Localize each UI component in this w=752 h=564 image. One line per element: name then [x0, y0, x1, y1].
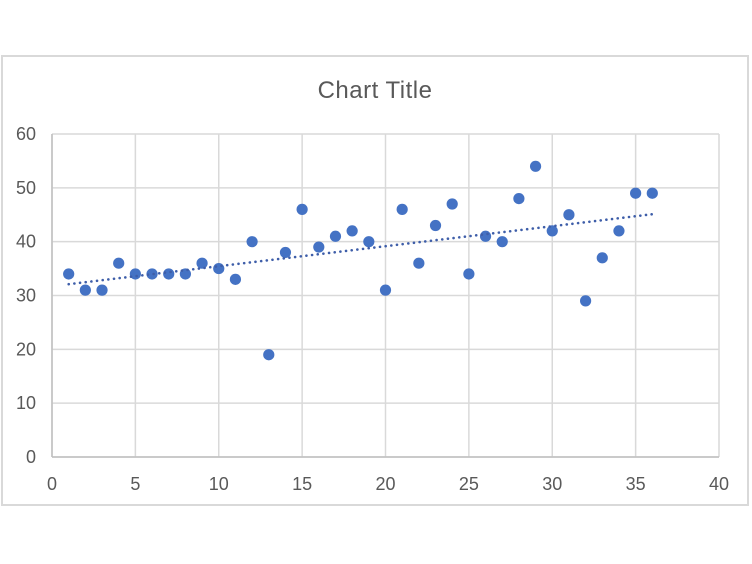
data-point[interactable] [246, 236, 258, 248]
data-point[interactable] [413, 257, 425, 269]
data-point[interactable] [296, 203, 308, 215]
x-tick-label-35: 35 [626, 474, 646, 494]
data-point[interactable] [630, 187, 642, 199]
x-tick-label-0: 0 [47, 474, 57, 494]
data-point[interactable] [263, 349, 275, 361]
y-tick-label-60: 60 [16, 124, 36, 144]
data-point[interactable] [446, 198, 458, 210]
data-point[interactable] [363, 236, 375, 248]
data-point[interactable] [596, 252, 608, 264]
trendline[interactable] [67, 212, 654, 286]
data-point[interactable] [396, 203, 408, 215]
data-point[interactable] [346, 225, 358, 237]
data-point[interactable] [163, 268, 175, 280]
data-point[interactable] [580, 295, 592, 307]
x-tick-label-30: 30 [542, 474, 562, 494]
data-point[interactable] [463, 268, 475, 280]
x-tick-label-5: 5 [130, 474, 140, 494]
data-point[interactable] [429, 219, 442, 232]
chart-title[interactable]: Chart Title [317, 77, 433, 104]
data-point[interactable] [213, 262, 225, 275]
data-point[interactable] [313, 241, 325, 253]
data-point[interactable] [529, 160, 542, 172]
x-tick-label-10: 10 [209, 474, 229, 494]
data-point[interactable] [113, 257, 125, 269]
data-point[interactable] [279, 246, 292, 259]
y-tick-label-0: 0 [26, 447, 36, 467]
x-tick-label-25: 25 [459, 474, 479, 494]
data-point[interactable] [546, 225, 558, 237]
y-tick-label-40: 40 [16, 232, 36, 252]
x-tick-label-40: 40 [709, 474, 729, 494]
y-tick-label-20: 20 [16, 339, 36, 359]
y-tick-label-50: 50 [16, 178, 36, 198]
data-point[interactable] [146, 268, 158, 280]
data-point[interactable] [129, 268, 141, 280]
data-point[interactable] [496, 236, 508, 248]
data-point[interactable] [563, 209, 575, 221]
y-tick-label-10: 10 [16, 393, 36, 413]
y-tick-label-30: 30 [16, 286, 36, 306]
chart-frame[interactable]: Chart Title [1, 55, 749, 506]
x-tick-label-20: 20 [375, 474, 395, 494]
data-point[interactable] [329, 230, 342, 242]
data-point[interactable] [63, 268, 75, 280]
data-point[interactable] [229, 273, 242, 285]
data-point[interactable] [613, 225, 625, 237]
data-point[interactable] [79, 284, 91, 296]
data-point[interactable] [513, 193, 525, 205]
data-point[interactable] [646, 187, 658, 199]
data-point[interactable] [379, 284, 392, 296]
data-point[interactable] [96, 284, 108, 296]
data-point[interactable] [479, 230, 492, 242]
x-tick-label-15: 15 [292, 474, 312, 494]
data-point[interactable] [196, 257, 208, 269]
